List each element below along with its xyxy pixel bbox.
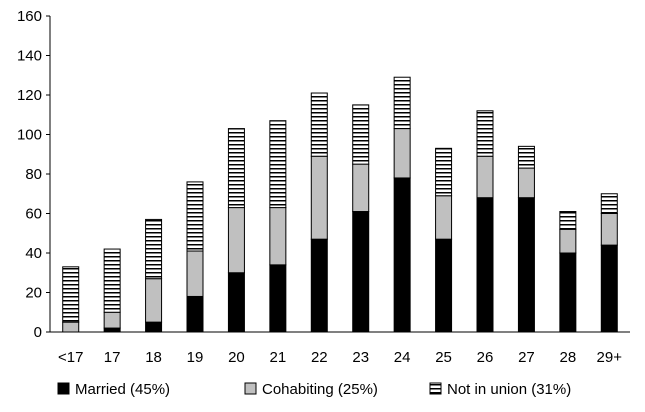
bar-segment-cohabiting [352, 163, 370, 213]
bar-segment-cohabiting [393, 128, 411, 179]
x-axis: <17 17 18 19 20 21 22 23 24 25 26 27 28 29+ [50, 331, 630, 366]
x-tick-label: 29+ [597, 349, 623, 366]
bar-segment-married [145, 321, 163, 333]
bar-segment-not-in-union [269, 120, 287, 209]
legend-swatch [244, 382, 257, 395]
bar-segment-not-in-union [517, 145, 535, 169]
bar-segment-married [517, 197, 535, 333]
bar-segment-cohabiting [62, 321, 80, 333]
y-tick-label: 100 [17, 127, 42, 144]
bar-segment-cohabiting [310, 155, 328, 240]
bar-segment-cohabiting [559, 228, 577, 254]
bar-segment-cohabiting [145, 278, 163, 323]
y-tick-label: 60 [25, 206, 42, 223]
bar-segment-married [103, 327, 121, 333]
bar-segment-cohabiting [600, 213, 618, 246]
y-tick-label: 160 [17, 8, 42, 25]
x-tick-label: 19 [187, 349, 204, 366]
bar-segment-not-in-union [310, 92, 328, 157]
bar-segment-not-in-union [145, 218, 163, 280]
y-tick-label: 140 [17, 48, 42, 65]
legend-label: Cohabiting (25%) [262, 381, 378, 398]
bar-segment-cohabiting [227, 207, 245, 274]
bar-segment-married [186, 295, 204, 333]
bar-segment-married [269, 264, 287, 333]
bars [62, 76, 618, 333]
bar-segment-not-in-union [393, 76, 411, 130]
y-tick-label: 40 [25, 245, 42, 262]
bar-segment-married [559, 252, 577, 333]
x-tick-label: 18 [145, 349, 162, 366]
bar-segment-not-in-union [435, 147, 453, 197]
legend-swatch [57, 382, 70, 395]
y-axis: 0 20 40 60 80 100 120 140 160 [17, 8, 51, 341]
x-tick-label: 25 [435, 349, 452, 366]
x-tick-label: 28 [560, 349, 577, 366]
y-tick-label: 120 [17, 87, 42, 104]
x-tick-label: 17 [104, 349, 121, 366]
bar-segment-cohabiting [517, 167, 535, 199]
bar-segment-cohabiting [103, 311, 121, 329]
x-tick-label: 24 [394, 349, 411, 366]
legend-label: Married (45%) [75, 381, 170, 398]
x-tick-label: 27 [518, 349, 535, 366]
bar-segment-not-in-union [227, 128, 245, 209]
x-tick-label: 20 [228, 349, 245, 366]
bar-segment-married [352, 211, 370, 333]
x-tick-label: 26 [477, 349, 494, 366]
bar-segment-not-in-union [352, 104, 370, 165]
bar-segment-married [227, 272, 245, 333]
legend-label: Not in union (31%) [447, 381, 571, 398]
y-tick-label: 80 [25, 166, 42, 183]
bar-segment-not-in-union [600, 193, 618, 214]
bar-segment-married [393, 177, 411, 333]
legend-swatch [429, 382, 442, 395]
x-tick-label: 23 [352, 349, 369, 366]
bar-segment-cohabiting [435, 195, 453, 240]
x-tick-label: <17 [58, 349, 83, 366]
legend: Married (45%) Cohabiting (25%) Not in unio… [57, 381, 571, 398]
bar-segment-cohabiting [476, 155, 494, 199]
bar-segment-not-in-union [103, 248, 121, 313]
x-tick-label: 22 [311, 349, 328, 366]
bar-segment-not-in-union [559, 211, 577, 230]
y-tick-label: 20 [25, 285, 42, 302]
bar-segment-not-in-union [62, 266, 80, 323]
bar-segment-married [476, 197, 494, 333]
bar-segment-not-in-union [476, 110, 494, 157]
bar-segment-married [435, 238, 453, 333]
bar-segment-married [600, 244, 618, 333]
bar-segment-married [310, 238, 328, 333]
bar-segment-cohabiting [186, 250, 204, 297]
x-tick-label: 21 [270, 349, 287, 366]
bar-segment-not-in-union [186, 181, 204, 252]
bar-segment-cohabiting [269, 207, 287, 266]
y-tick-label: 0 [34, 324, 42, 341]
